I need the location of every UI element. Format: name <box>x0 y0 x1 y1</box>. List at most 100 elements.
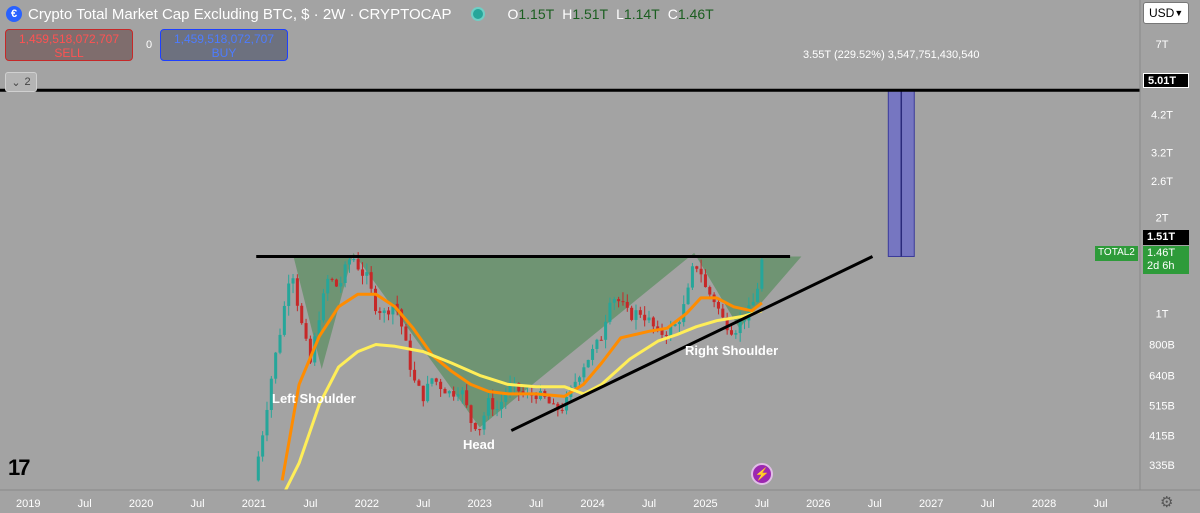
candle-body <box>729 330 734 335</box>
candle-body <box>725 317 729 331</box>
x-tick-label: 2025 <box>693 498 717 510</box>
ohlc-open: O1.15T <box>507 6 555 22</box>
x-tick-label: Jul <box>642 498 656 510</box>
chevron-down-icon: ▼ <box>1174 8 1184 18</box>
x-tick-label: Jul <box>981 498 995 510</box>
candle-body <box>465 390 469 406</box>
candle-body <box>621 301 625 303</box>
candle-body <box>282 305 286 335</box>
y-tick-label: 640B <box>1149 370 1175 382</box>
candle-body <box>439 381 443 390</box>
last-price-tag: 1.46T 2d 6h <box>1143 246 1189 274</box>
candle-body <box>443 389 447 394</box>
candle-body <box>300 305 304 324</box>
candle-body <box>400 309 404 327</box>
x-tick-label: 2020 <box>129 498 153 510</box>
sell-button[interactable]: 1,459,518,072,707 SELL <box>5 29 133 61</box>
market-status-icon <box>471 7 486 21</box>
candle-body <box>265 409 269 436</box>
ohlc-close: C1.46T <box>667 6 714 22</box>
x-tick-label: 2019 <box>16 498 40 510</box>
indicator-count: 2 <box>24 76 31 88</box>
lightning-icon[interactable]: ⚡ <box>751 463 773 485</box>
candle-body <box>404 326 408 341</box>
candle-body <box>499 401 503 410</box>
candle-body <box>473 423 477 430</box>
symbol-title[interactable]: Crypto Total Market Cap Excluding BTC, $… <box>28 5 452 23</box>
y-tick-label: 3.2T <box>1151 147 1173 159</box>
candle-body <box>669 325 673 336</box>
buy-price: 1,459,518,072,707 <box>173 32 275 46</box>
measure-label: 3.55T (229.52%) 3,547,751,430,540 <box>803 49 980 61</box>
candle-body <box>582 367 586 378</box>
collapse-indicators-button[interactable]: ⌄ 2 <box>5 72 37 92</box>
currency-selector[interactable]: USD ▼ <box>1143 2 1189 24</box>
x-tick-label: 2027 <box>919 498 943 510</box>
left-shoulder-label[interactable]: Left Shoulder <box>272 391 356 406</box>
candle-body <box>308 338 312 363</box>
x-tick-label: 2028 <box>1032 498 1056 510</box>
candle-body <box>677 322 681 325</box>
candle-body <box>274 352 278 379</box>
candle-body <box>708 287 712 295</box>
candle-body <box>460 390 464 395</box>
candle-body <box>751 301 755 306</box>
candle-body <box>430 378 434 384</box>
candle-body <box>295 278 299 306</box>
head-label[interactable]: Head <box>463 437 495 452</box>
candle-body <box>721 308 725 318</box>
y-tick-label: 4.2T <box>1151 110 1173 122</box>
candle-body <box>352 259 356 261</box>
candle-body <box>630 307 634 320</box>
candle-body <box>413 369 417 381</box>
candle-body <box>478 429 482 431</box>
candle-body <box>599 339 603 341</box>
candle-body <box>695 266 699 269</box>
candle-body <box>421 385 425 402</box>
sell-price: 1,459,518,072,707 <box>18 32 120 46</box>
candle-body <box>456 394 460 397</box>
candle-body <box>578 377 582 382</box>
candle-body <box>673 324 677 326</box>
symbol-logo-icon: € <box>6 6 22 22</box>
candle-body <box>339 282 343 287</box>
moving-averages <box>280 292 763 491</box>
settings-icon[interactable]: ⚙ <box>1160 494 1174 511</box>
candle-body <box>365 272 369 276</box>
y-tick-label: 515B <box>1149 401 1175 413</box>
candle-body <box>573 381 577 388</box>
candle-body <box>317 320 321 337</box>
pattern-shading <box>293 89 915 428</box>
candle-body <box>356 259 360 270</box>
candle-body <box>638 310 642 315</box>
candle-body <box>330 278 334 280</box>
candle-body <box>482 415 486 430</box>
candle-body <box>604 321 608 340</box>
right-shoulder-label[interactable]: Right Shoulder <box>685 343 779 358</box>
candle-body <box>551 403 556 405</box>
candle-body <box>508 384 512 393</box>
symbol-tag: TOTAL2 <box>1095 246 1138 261</box>
y-tick-label: 7T <box>1156 39 1169 51</box>
tradingview-logo-icon[interactable]: 17 <box>8 455 31 480</box>
candle-body <box>256 456 260 481</box>
candle-body <box>447 391 451 394</box>
candle-body <box>686 287 690 305</box>
spread-value: 0 <box>146 39 153 51</box>
candle-body <box>261 435 265 457</box>
inverse-head-shoulders-pattern <box>293 252 802 428</box>
candle-body <box>747 305 751 321</box>
candle-body <box>504 392 508 402</box>
candle-body <box>625 301 629 308</box>
buy-button[interactable]: 1,459,518,072,707 BUY <box>160 29 288 61</box>
x-tick-label: 2024 <box>580 498 604 510</box>
buy-label: BUY <box>211 46 237 60</box>
candle-body <box>690 266 694 288</box>
x-tick-label: Jul <box>1093 498 1107 510</box>
candle-body <box>486 398 490 416</box>
x-tick-label: 2022 <box>355 498 379 510</box>
chevron-down-icon: ⌄ <box>11 76 21 89</box>
sell-label: SELL <box>54 46 84 60</box>
candle-body <box>760 259 764 289</box>
